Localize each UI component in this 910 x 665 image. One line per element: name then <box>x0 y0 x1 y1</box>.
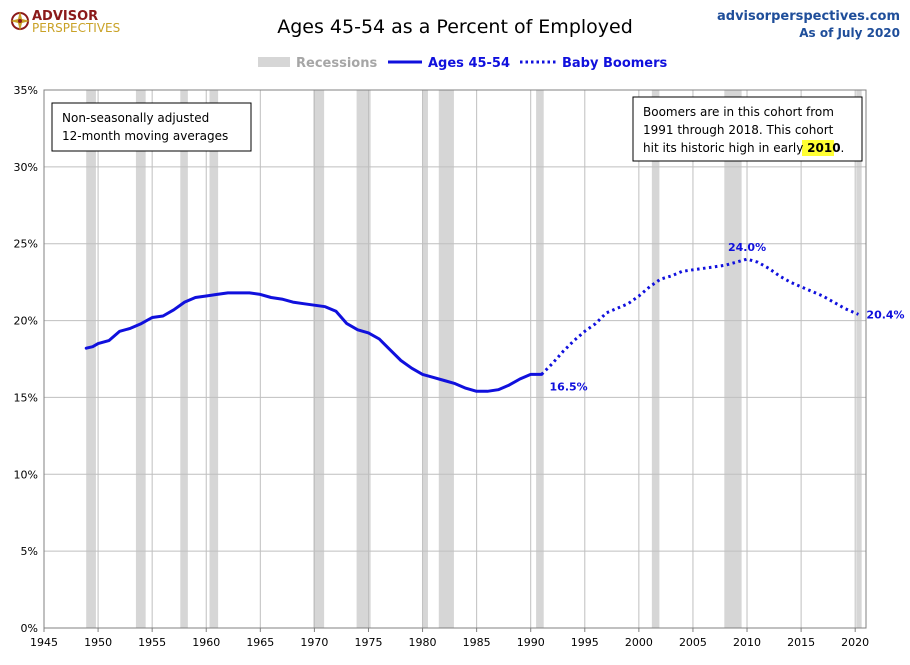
chart-title: Ages 45-54 as a Percent of Employed <box>277 16 633 38</box>
annotation-left-line2: 12-month moving averages <box>62 129 228 143</box>
legend-label-recessions: Recessions <box>296 56 377 71</box>
x-tick-label: 1990 <box>517 636 545 649</box>
y-tick-label: 35% <box>14 84 38 97</box>
recession-band <box>438 90 454 628</box>
recession-band <box>135 90 146 628</box>
series-line-baby-boomers <box>540 257 859 376</box>
recession-band <box>856 90 862 628</box>
series-line-ages-45-54 <box>84 291 543 393</box>
annotation-highlight <box>802 140 834 156</box>
x-tick-label: 2005 <box>679 636 707 649</box>
x-tick-label: 1980 <box>409 636 437 649</box>
x-tick-label: 1970 <box>300 636 328 649</box>
x-tick-label: 2010 <box>733 636 761 649</box>
data-label: 20.4% <box>866 308 904 321</box>
y-tick-label: 15% <box>14 391 38 404</box>
recession-band <box>313 90 325 628</box>
source-site: advisorperspectives.com <box>717 9 900 24</box>
recession-band <box>86 90 96 628</box>
annotation-right-line2: 1991 through 2018. This cohort <box>643 123 834 137</box>
recession-bands <box>86 90 862 628</box>
recession-band <box>724 90 742 628</box>
gridlines <box>43 89 866 629</box>
logo-line2: PERSPECTIVES <box>32 21 120 35</box>
annotation-right-line3-prefix: hit its historic high in early <box>643 141 807 155</box>
y-tick-label: 25% <box>14 238 38 251</box>
advisor-perspectives-logo: ADVISOR PERSPECTIVES <box>10 9 120 35</box>
x-tick-label: 1995 <box>571 636 599 649</box>
legend-swatch-recessions <box>258 57 290 67</box>
recession-band <box>422 90 428 628</box>
legend: Recessions Ages 45-54 Baby Boomers <box>258 56 668 71</box>
series-lines <box>84 257 859 393</box>
annotation-left-line1: Non-seasonally adjusted <box>62 111 209 125</box>
plot-frame <box>43 89 867 629</box>
axes: 1945 1950 1955 1960 1965 1970 1975 1980 1985 1990… <box>14 84 870 649</box>
y-tick-label: 30% <box>14 161 38 174</box>
recession-band <box>536 90 544 628</box>
recession-band <box>356 90 371 628</box>
y-tick-label: 0% <box>21 622 38 635</box>
recession-band <box>209 90 219 628</box>
x-tick-label: 2000 <box>625 636 653 649</box>
x-tick-label: 1965 <box>246 636 274 649</box>
x-tick-label: 1950 <box>84 636 112 649</box>
source-date: As of July 2020 <box>799 26 900 40</box>
x-tick-label: 1960 <box>192 636 220 649</box>
recession-band <box>180 90 188 628</box>
y-tick-label: 5% <box>21 545 38 558</box>
x-tick-label: 1945 <box>30 636 58 649</box>
annotation-left: Non-seasonally adjusted 12-month moving … <box>51 102 252 152</box>
annotation-left-box <box>51 102 252 152</box>
x-tick-label: 2015 <box>787 636 815 649</box>
annotation-right: Boomers are in this cohort from 1991 thr… <box>632 96 863 162</box>
compass-icon <box>10 11 30 31</box>
annotation-right-line3-suffix: . <box>841 141 845 155</box>
x-tick-label: 1975 <box>354 636 382 649</box>
data-labels: 16.5% 24.0% 20.4% <box>550 241 905 393</box>
annotation-right-line3-highlight: 2010 <box>807 141 840 155</box>
data-label: 24.0% <box>728 241 766 254</box>
annotation-right-line3: hit its historic high in early 2010. <box>643 141 844 155</box>
y-tick-label: 10% <box>14 468 38 481</box>
logo-line1: ADVISOR <box>32 9 98 24</box>
legend-label-ages: Ages 45-54 <box>428 56 510 71</box>
x-tick-label: 2020 <box>841 636 869 649</box>
y-tick-label: 20% <box>14 315 38 328</box>
x-tick-label: 1985 <box>463 636 491 649</box>
x-tick-label: 1955 <box>138 636 166 649</box>
recession-band <box>651 90 660 628</box>
legend-label-boomers: Baby Boomers <box>562 56 668 71</box>
annotation-right-line1: Boomers are in this cohort from <box>643 105 834 119</box>
data-label: 16.5% <box>550 380 588 393</box>
